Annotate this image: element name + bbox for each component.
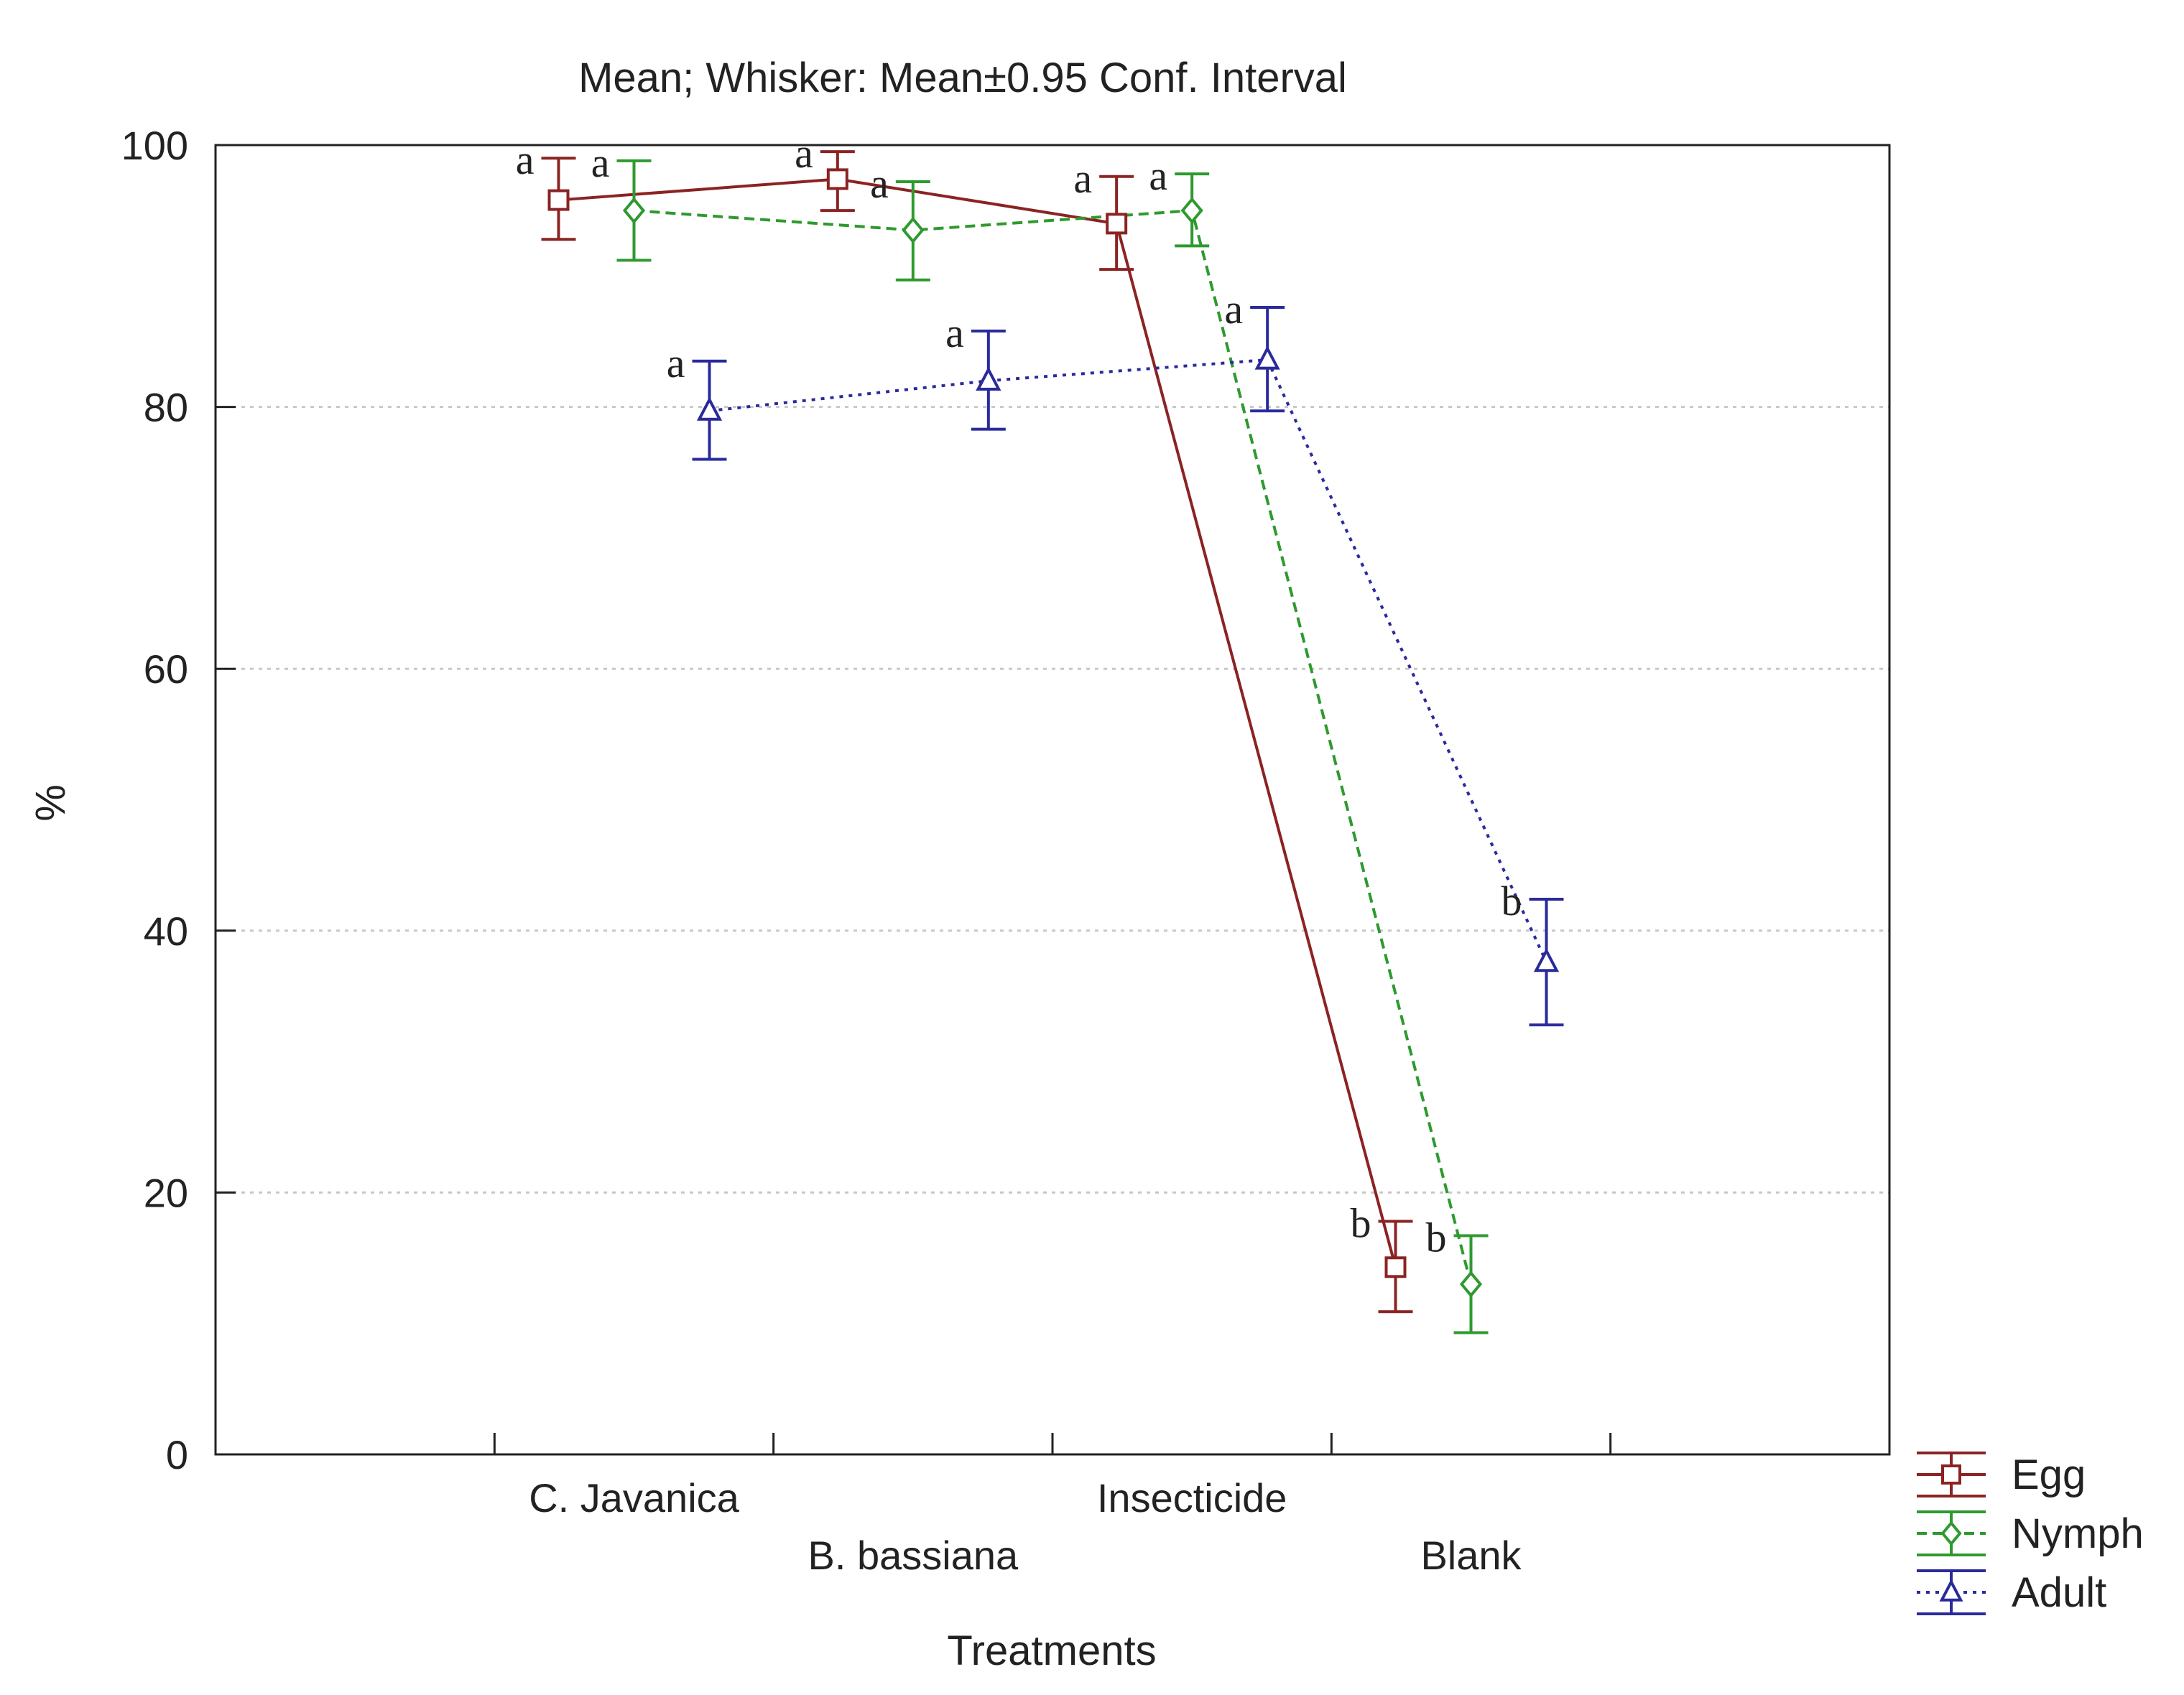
significance-letter: a xyxy=(870,160,889,207)
marker-square xyxy=(547,189,570,211)
marker-diamond xyxy=(622,197,646,224)
marker-diamond xyxy=(1459,1271,1483,1298)
x-tick-label: C. Javanica xyxy=(529,1475,739,1520)
significance-letter: a xyxy=(591,139,610,186)
marker-triangle xyxy=(976,366,1001,391)
data-point-adult: a xyxy=(1224,286,1285,413)
marker-triangle xyxy=(696,396,723,421)
legend-item-nymph: Nymph xyxy=(1917,1510,2144,1557)
series-line-adult xyxy=(709,358,1548,963)
legend-label: Nymph xyxy=(2012,1510,2144,1557)
chart-title: Mean; Whisker: Mean±0.95 Conf. Interval xyxy=(578,55,1347,101)
data-point-nymph: a xyxy=(1149,152,1210,248)
significance-letter: a xyxy=(1149,152,1167,199)
y-tick-label: 100 xyxy=(121,123,188,168)
legend-label: Adult xyxy=(2012,1569,2106,1616)
legend: Egg Nymph Adult xyxy=(1917,1452,2144,1616)
legend-label: Egg xyxy=(2012,1452,2086,1498)
significance-letter: a xyxy=(795,130,813,177)
data-point-adult: a xyxy=(945,310,1006,431)
data-point-egg: b xyxy=(1351,1200,1413,1314)
series-line-nymph xyxy=(634,209,1473,1285)
series-line-egg xyxy=(558,177,1397,1268)
marker-triangle xyxy=(1533,947,1560,972)
x-tick-label: B. bassiana xyxy=(808,1533,1019,1578)
x-axis-label: Treatments xyxy=(947,1627,1156,1674)
y-tick-label: 80 xyxy=(144,385,188,430)
data-point-egg: a xyxy=(795,130,855,213)
significance-letter: b xyxy=(1351,1200,1371,1247)
marker-diamond xyxy=(1180,197,1203,224)
data-point-nymph: a xyxy=(591,139,652,262)
significance-letter: a xyxy=(1224,286,1243,333)
significance-letter: a xyxy=(945,310,964,356)
y-tick-label: 0 xyxy=(166,1432,188,1477)
y-tick-label: 60 xyxy=(144,646,188,692)
series-marks: a a a b a a a b a a a b xyxy=(516,130,1564,1334)
significance-letter: b xyxy=(1502,878,1522,924)
marker-triangle xyxy=(1254,345,1280,370)
marker-diamond xyxy=(902,216,925,244)
data-point-adult: a xyxy=(667,340,727,461)
y-tick-label: 20 xyxy=(144,1170,188,1215)
x-axis: C. Javanica B. bassiana Insecticide Blank xyxy=(493,1433,1612,1578)
significance-letter: a xyxy=(1073,155,1092,202)
legend-item-egg: Egg xyxy=(1917,1452,2086,1498)
marker-square xyxy=(1106,213,1128,235)
legend-item-adult: Adult xyxy=(1917,1569,2106,1616)
y-tick-label: 40 xyxy=(144,909,188,954)
marker-square xyxy=(1384,1256,1407,1278)
x-tick-label: Blank xyxy=(1420,1533,1522,1578)
data-point-nymph: a xyxy=(870,160,930,282)
data-point-adult: b xyxy=(1502,878,1564,1027)
legend-marker-diamond xyxy=(1940,1520,1962,1546)
y-axis: 0 20 40 60 80 100 xyxy=(121,123,236,1477)
series-lines xyxy=(558,177,1548,1285)
legend-marker-square xyxy=(1941,1464,1961,1485)
significance-letter: a xyxy=(667,340,685,386)
data-point-egg: a xyxy=(516,136,576,241)
data-point-egg: a xyxy=(1073,155,1134,271)
data-point-nymph: b xyxy=(1426,1215,1489,1334)
marker-square xyxy=(826,168,848,190)
gridlines xyxy=(216,406,1889,1194)
significance-letter: b xyxy=(1426,1215,1447,1261)
significance-letter: a xyxy=(516,136,535,183)
legend-marker-triangle xyxy=(1939,1579,1963,1602)
y-axis-label: % xyxy=(27,784,74,822)
x-tick-label: Insecticide xyxy=(1097,1475,1287,1520)
